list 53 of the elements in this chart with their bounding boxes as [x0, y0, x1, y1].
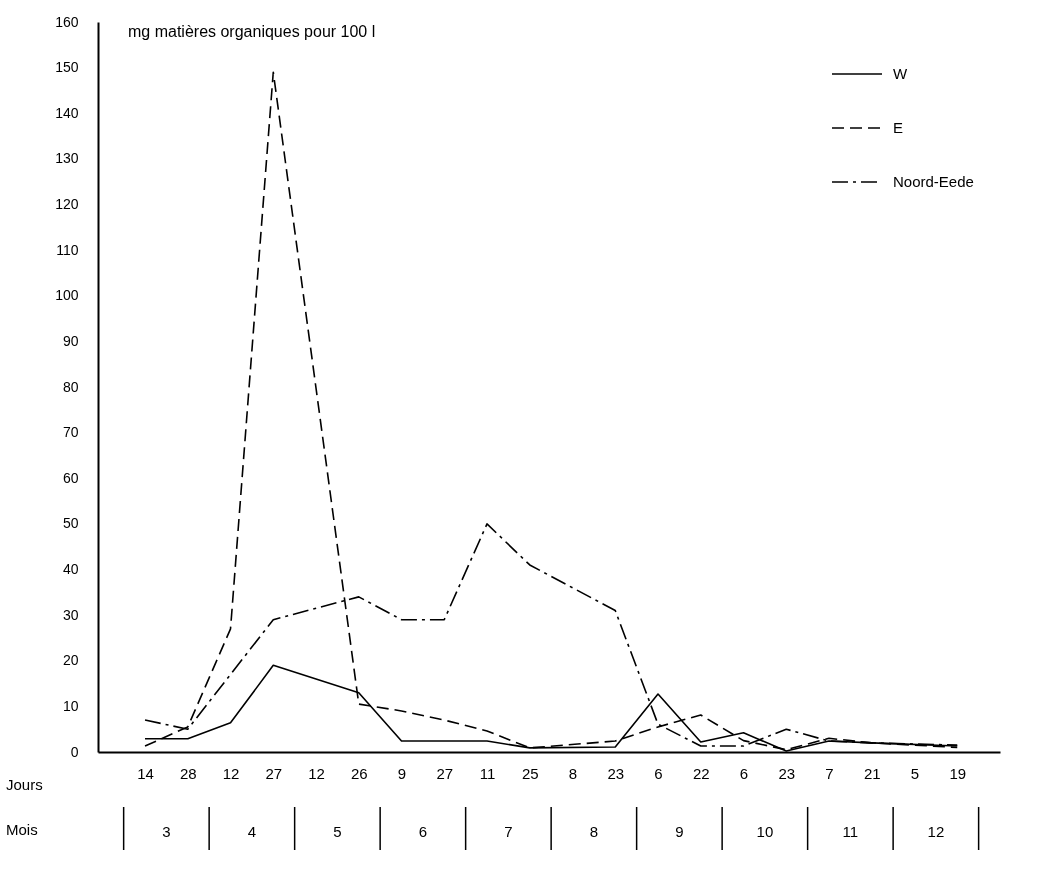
x-tick-label: 14	[137, 764, 154, 782]
y-tick-label: 0	[70, 743, 79, 760]
text: 6	[418, 823, 428, 840]
y-tick-label: 20	[62, 652, 79, 669]
x-tick-label: 12	[308, 764, 325, 782]
y-tick-label: 80	[62, 378, 79, 395]
text: 5	[333, 823, 342, 840]
y-tick-label: 130	[55, 150, 79, 167]
x-tick-label: 25	[521, 764, 539, 782]
x-tick-label: 27	[265, 764, 283, 782]
legend-label: E	[893, 119, 904, 136]
y-tick-label: 140	[55, 104, 79, 121]
y-tick-label: 30	[62, 606, 79, 623]
x-tick-label: 11	[479, 764, 496, 782]
x-tick-label: 23	[778, 764, 796, 782]
y-tick-label: 70	[62, 424, 79, 441]
x-tick-label: 23	[607, 764, 625, 782]
y-tick-label: 40	[62, 561, 79, 577]
text: 8	[589, 823, 599, 840]
x-tick-label: 9	[397, 764, 407, 782]
y-tick-label: 110	[56, 241, 79, 258]
y-tick-label: 160	[55, 13, 79, 30]
x-tick-label: 12	[222, 764, 240, 782]
x-tick-label: 7	[825, 764, 834, 782]
text: 12	[927, 823, 945, 840]
x-tick-label: 27	[436, 764, 454, 782]
y-tick-label: 100	[55, 287, 79, 304]
y-tick-label: 50	[62, 515, 79, 532]
y-tick-label: 10	[62, 697, 79, 714]
x-tick-label: 22	[692, 764, 710, 782]
y-tick-label: 120	[55, 196, 79, 212]
y-tick-label: 60	[62, 469, 79, 486]
text: 4	[247, 823, 257, 840]
text: 3	[162, 823, 171, 840]
text: 7	[504, 823, 513, 840]
x-axis-title: Jours	[6, 776, 43, 793]
x-tick-label: 26	[350, 764, 368, 782]
text: 10	[756, 823, 774, 840]
x-tick-label: 6	[739, 764, 749, 782]
legend-label: Noord-Eede	[893, 173, 974, 190]
y-tick-label: 90	[62, 332, 79, 349]
x-tick-label: 28	[179, 764, 197, 782]
x-tick-label: 19	[949, 764, 967, 782]
text: 9	[675, 823, 684, 840]
x-tick-label: 6	[654, 764, 663, 782]
y-axis-title: mg matières organiques pour 100 l	[128, 23, 376, 40]
y-tick-label: 150	[55, 59, 79, 76]
x-tick-label: 5	[910, 764, 920, 782]
x-tick-label: 8	[568, 764, 578, 782]
legend-label: W	[893, 65, 908, 82]
x-tick-label: 21	[863, 764, 881, 782]
text: 11	[842, 823, 859, 840]
text: Mois	[6, 821, 38, 838]
